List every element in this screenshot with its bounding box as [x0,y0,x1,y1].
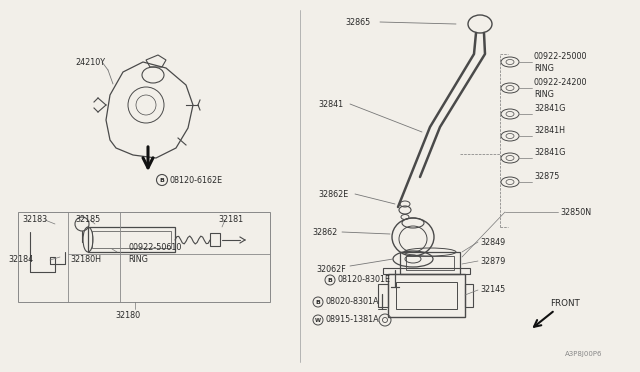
Text: 32180H: 32180H [70,256,101,264]
Text: 08915-1381A: 08915-1381A [326,315,380,324]
Text: RING: RING [534,64,554,73]
Bar [88,227,175,252]
Bar [210,233,220,246]
Bar [406,256,454,270]
Bar [400,252,460,274]
Text: 32862: 32862 [312,228,337,237]
Bar [396,282,457,309]
Bar [383,268,470,274]
Text: 00922-50610: 00922-50610 [128,243,181,251]
Text: 32850N: 32850N [560,208,591,217]
Text: FRONT: FRONT [550,299,580,308]
Text: 08120-8301E: 08120-8301E [338,276,391,285]
Text: W: W [315,317,321,323]
Text: RING: RING [534,90,554,99]
Bar [378,284,388,307]
Text: 32185: 32185 [75,215,100,224]
Text: 32841: 32841 [318,99,343,109]
Text: 08020-8301A: 08020-8301A [326,298,380,307]
Text: 00922-24200: 00922-24200 [534,77,588,87]
Text: 32841G: 32841G [534,103,565,112]
Text: 32879: 32879 [480,257,506,266]
Text: 32841G: 32841G [534,148,565,157]
Text: 32180: 32180 [115,311,140,320]
Text: 32862E: 32862E [318,189,348,199]
Text: A3P8J00P6: A3P8J00P6 [565,351,602,357]
Bar [465,284,473,307]
Text: 32145: 32145 [480,285,505,295]
Bar [388,274,465,317]
Text: 32875: 32875 [534,171,559,180]
Text: 32865: 32865 [345,17,371,26]
Text: RING: RING [128,256,148,264]
Text: 32183: 32183 [22,215,47,224]
Bar [18,212,270,302]
Text: 00922-25000: 00922-25000 [534,51,588,61]
Bar [92,231,171,248]
Text: 32184: 32184 [8,256,33,264]
Text: 08120-6162E: 08120-6162E [170,176,223,185]
Text: B: B [159,177,164,183]
Text: 32062F: 32062F [316,264,346,273]
Text: 24210Y: 24210Y [75,58,105,67]
Text: 32181: 32181 [218,215,243,224]
Text: 32841H: 32841H [534,125,565,135]
Text: B: B [316,299,321,305]
Text: B: B [328,278,332,282]
Text: 32849: 32849 [480,237,505,247]
